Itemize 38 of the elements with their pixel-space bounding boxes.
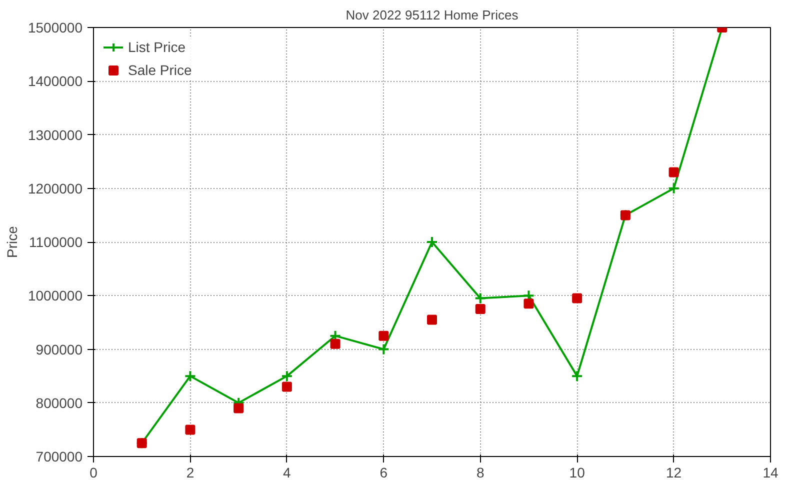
point — [378, 330, 389, 341]
x-tick-label: 2 — [186, 464, 194, 480]
y-tick-label: 1300000 — [28, 126, 83, 143]
point — [184, 370, 196, 382]
point — [572, 293, 582, 304]
y-tick-label: 1400000 — [28, 73, 83, 90]
point — [668, 167, 679, 178]
y-tick-label: 1500000 — [28, 20, 83, 36]
point — [668, 182, 680, 194]
x-tick-label: 6 — [380, 464, 388, 480]
point — [280, 370, 293, 382]
point — [475, 304, 486, 314]
x-tick-label: 14 — [762, 464, 778, 480]
point — [185, 424, 196, 435]
x-tick-label: 8 — [476, 464, 484, 480]
y-tick-label: 700000 — [36, 448, 83, 464]
point — [571, 370, 584, 382]
y-tick-label: 1200000 — [28, 180, 83, 196]
y-tick-label: 1100000 — [29, 234, 83, 250]
y-tick-label: 1000000 — [28, 288, 83, 304]
point — [234, 403, 244, 414]
y-tick-label: 900000 — [36, 341, 83, 358]
point — [282, 382, 292, 392]
legend-label: List Price — [128, 39, 186, 55]
x-tick-label: 10 — [569, 464, 586, 480]
y-tick-label: 800000 — [36, 394, 83, 411]
y-axis-title: Price — [4, 226, 20, 258]
point — [426, 236, 438, 248]
point — [524, 298, 534, 309]
point — [474, 292, 486, 304]
x-tick-label: 12 — [666, 464, 682, 480]
x-tick-label: 4 — [283, 464, 292, 480]
x-tick-label: 0 — [90, 464, 98, 480]
point — [378, 343, 390, 356]
point — [427, 314, 437, 325]
point — [330, 338, 340, 349]
chart-title: Nov 2022 95112 Home Prices — [346, 8, 519, 22]
legend-label: Sale Price — [128, 62, 192, 78]
